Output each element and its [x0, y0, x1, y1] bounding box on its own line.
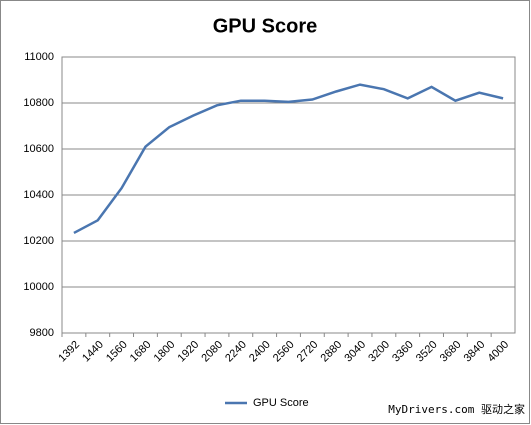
y-tick-label: 9800	[30, 327, 54, 339]
y-tick-label: 10200	[23, 235, 54, 247]
y-tick-label: 11000	[24, 51, 54, 63]
y-tick-label: 10000	[23, 281, 54, 293]
y-tick-label: 10800	[23, 97, 54, 109]
data-line	[73, 83, 504, 235]
watermark: MyDrivers.com 驱动之家	[388, 402, 525, 416]
legend-label: GPU Score	[253, 397, 309, 409]
y-tick-label: 10400	[23, 189, 54, 201]
chart-title: GPU Score	[213, 15, 317, 37]
y-tick-label: 10600	[23, 143, 54, 155]
